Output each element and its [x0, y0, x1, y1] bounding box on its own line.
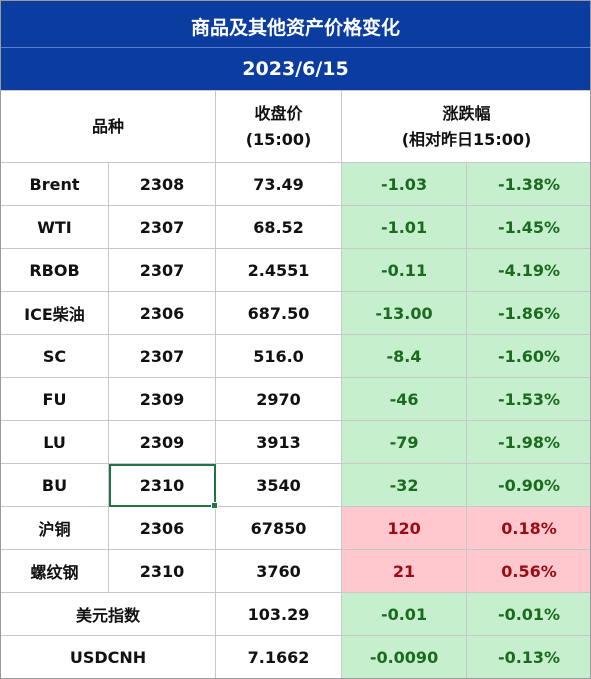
cell-variety[interactable]: FU — [0, 377, 109, 421]
cell-change[interactable]: -13.00 — [341, 291, 468, 335]
cell-contract[interactable]: 2310 — [107, 549, 217, 593]
cell-contract[interactable]: 2306 — [107, 506, 217, 550]
cell-close[interactable]: 3760 — [215, 549, 343, 593]
cell-change[interactable]: -8.4 — [341, 334, 468, 378]
cell-close[interactable]: 3540 — [215, 463, 343, 507]
table-row: WTI 2307 68.52 -1.01 -1.45% — [0, 205, 591, 249]
cell-change-pct[interactable]: 0.56% — [466, 549, 591, 593]
cell-change-pct[interactable]: -1.45% — [466, 205, 591, 249]
sheet-date: 2023/6/15 — [242, 58, 349, 80]
cell-change-pct[interactable]: -4.19% — [466, 248, 591, 292]
cell-contract[interactable]: 2308 — [107, 162, 217, 206]
cell-contract[interactable]: 2309 — [107, 377, 217, 421]
table-row: BU 2310 3540 -32 -0.90% — [0, 463, 591, 509]
table-row: RBOB 2307 2.4551 -0.11 -4.19% — [0, 248, 591, 292]
cell-variety[interactable]: SC — [0, 334, 109, 378]
title-banner: 商品及其他资产价格变化 2023/6/15 — [0, 0, 591, 90]
cell-contract[interactable]: 2307 — [107, 248, 217, 292]
cell-change[interactable]: -0.11 — [341, 248, 468, 292]
cell-close[interactable]: 687.50 — [215, 291, 343, 335]
cell-change[interactable]: -32 — [341, 463, 468, 507]
cell-contract[interactable]: 2309 — [107, 420, 217, 464]
cell-close[interactable]: 516.0 — [215, 334, 343, 378]
cell-change-pct[interactable]: 0.18% — [466, 506, 591, 550]
cell-contract[interactable]: 2307 — [107, 334, 217, 378]
cell-variety[interactable]: LU — [0, 420, 109, 464]
banner-divider — [1, 47, 590, 48]
cell-variety[interactable]: 沪铜 — [0, 506, 109, 550]
cell-change-pct[interactable]: -1.60% — [466, 334, 591, 378]
cell-variety[interactable]: ICE柴油 — [0, 291, 109, 335]
table-row: 美元指数 103.29 -0.01 -0.01% — [0, 592, 591, 636]
cell-change[interactable]: -1.01 — [341, 205, 468, 249]
cell-change-pct[interactable]: -1.98% — [466, 420, 591, 464]
cell-close[interactable]: 73.49 — [215, 162, 343, 206]
table-row: LU 2309 3913 -79 -1.98% — [0, 420, 591, 464]
cell-variety[interactable]: RBOB — [0, 248, 109, 292]
price-table: 品种 收盘价 (15:00) 涨跌幅 (相对昨日15:00) Brent 2308 73… — [0, 90, 591, 679]
cell-contract[interactable]: 2306 — [107, 291, 217, 335]
cell-change[interactable]: -0.01 — [341, 592, 468, 636]
cell-change[interactable]: -46 — [341, 377, 468, 421]
cell-change-pct[interactable]: -1.38% — [466, 162, 591, 206]
cell-close[interactable]: 2970 — [215, 377, 343, 421]
cell-close[interactable]: 7.1662 — [215, 635, 343, 679]
cell-variety[interactable]: 美元指数 — [0, 592, 217, 636]
header-row: 品种 收盘价 (15:00) 涨跌幅 (相对昨日15:00) — [0, 90, 591, 163]
cell-close[interactable]: 3913 — [215, 420, 343, 464]
cell-close[interactable]: 2.4551 — [215, 248, 343, 292]
table-row: SC 2307 516.0 -8.4 -1.60% — [0, 334, 591, 378]
table-row: USDCNH 7.1662 -0.0090 -0.13% — [0, 635, 591, 679]
cell-variety[interactable]: WTI — [0, 205, 109, 249]
cell-change-pct[interactable]: -1.53% — [466, 377, 591, 421]
cell-variety[interactable]: 螺纹钢 — [0, 549, 109, 593]
fill-handle[interactable] — [211, 502, 219, 509]
cell-close[interactable]: 67850 — [215, 506, 343, 550]
cell-variety[interactable]: BU — [0, 463, 109, 507]
sheet-title: 商品及其他资产价格变化 — [190, 17, 400, 39]
table-row: ICE柴油 2306 687.50 -13.00 -1.86% — [0, 291, 591, 335]
cell-change-pct[interactable]: -0.13% — [466, 635, 591, 679]
cell-variety[interactable]: USDCNH — [0, 635, 217, 679]
selected-cell[interactable]: 2310 — [107, 463, 219, 509]
header-change[interactable]: 涨跌幅 (相对昨日15:00) — [341, 90, 591, 163]
cell-change[interactable]: -1.03 — [341, 162, 468, 206]
cell-close[interactable]: 68.52 — [215, 205, 343, 249]
cell-contract[interactable]: 2307 — [107, 205, 217, 249]
table-row: FU 2309 2970 -46 -1.53% — [0, 377, 591, 421]
table-row: 沪铜 2306 67850 120 0.18% — [0, 506, 591, 550]
cell-variety[interactable]: Brent — [0, 162, 109, 206]
cell-change[interactable]: 21 — [341, 549, 468, 593]
cell-change[interactable]: 120 — [341, 506, 468, 550]
cell-close[interactable]: 103.29 — [215, 592, 343, 636]
cell-change[interactable]: -0.0090 — [341, 635, 468, 679]
header-variety[interactable]: 品种 — [0, 90, 217, 163]
table-row: 螺纹钢 2310 3760 21 0.56% — [0, 549, 591, 593]
cell-change-pct[interactable]: -0.01% — [466, 592, 591, 636]
cell-change-pct[interactable]: -1.86% — [466, 291, 591, 335]
cell-change[interactable]: -79 — [341, 420, 468, 464]
table-row: Brent 2308 73.49 -1.03 -1.38% — [0, 162, 591, 206]
cell-change-pct[interactable]: -0.90% — [466, 463, 591, 507]
header-close[interactable]: 收盘价 (15:00) — [215, 90, 343, 163]
